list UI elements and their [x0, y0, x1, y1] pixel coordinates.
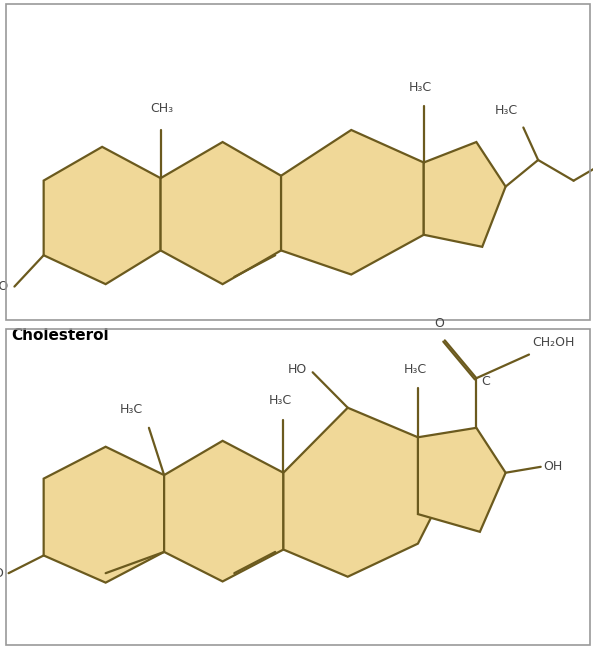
Text: O: O [434, 317, 444, 330]
Polygon shape [284, 408, 445, 577]
Text: H₃C: H₃C [403, 363, 427, 376]
Text: OH: OH [544, 460, 563, 473]
Text: H₃C: H₃C [409, 81, 432, 94]
Polygon shape [281, 130, 424, 274]
Polygon shape [160, 142, 281, 284]
Text: H₃C: H₃C [494, 104, 517, 117]
Polygon shape [424, 142, 505, 247]
Text: O: O [0, 567, 2, 580]
Text: C: C [481, 374, 490, 387]
Text: CH₂OH: CH₂OH [532, 335, 575, 348]
Polygon shape [418, 428, 505, 532]
Text: H₃C: H₃C [120, 403, 143, 416]
Polygon shape [164, 441, 284, 582]
Polygon shape [44, 147, 160, 284]
Text: H₃C: H₃C [269, 393, 292, 406]
Polygon shape [44, 447, 164, 582]
Text: HO: HO [0, 280, 8, 293]
Text: HO: HO [287, 363, 307, 376]
Text: Cholesterol: Cholesterol [11, 328, 109, 343]
Text: CH₃: CH₃ [150, 102, 173, 115]
